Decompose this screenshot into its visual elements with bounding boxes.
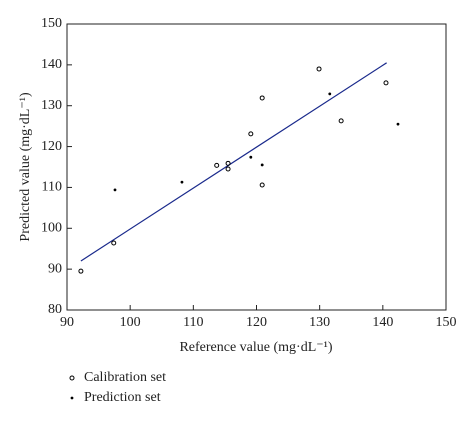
plot-frame xyxy=(66,23,447,311)
y-tick-label: 150 xyxy=(41,16,62,31)
x-tick-label: 90 xyxy=(60,315,74,330)
legend-marker xyxy=(69,375,75,381)
point xyxy=(338,118,344,124)
point xyxy=(328,92,332,96)
point xyxy=(316,66,322,72)
x-tick-label: 130 xyxy=(309,315,330,330)
point xyxy=(259,182,265,188)
y-axis-label: Predicted value (mg·dL⁻¹) xyxy=(18,92,33,242)
point xyxy=(396,122,400,126)
legend-label: Calibration set xyxy=(84,370,166,385)
point xyxy=(249,155,253,159)
y-tick-label: 90 xyxy=(48,261,62,276)
point xyxy=(248,131,254,137)
y-tick-label: 100 xyxy=(41,221,62,236)
fit-line xyxy=(80,62,387,262)
point xyxy=(113,188,117,192)
legend-label: Prediction set xyxy=(84,390,161,405)
legend-marker xyxy=(70,396,74,400)
point xyxy=(78,268,84,274)
point xyxy=(225,166,231,172)
y-tick-label: 120 xyxy=(41,139,62,154)
point xyxy=(180,180,184,184)
x-tick-label: 100 xyxy=(120,315,141,330)
point xyxy=(225,160,231,166)
x-tick-label: 150 xyxy=(436,315,457,330)
x-tick-label: 110 xyxy=(183,315,203,330)
point xyxy=(259,95,265,101)
y-tick-label: 140 xyxy=(41,57,62,72)
point xyxy=(214,162,220,168)
x-tick-label: 120 xyxy=(246,315,267,330)
point xyxy=(383,80,389,86)
y-tick-label: 110 xyxy=(42,180,62,195)
point xyxy=(260,163,264,167)
x-axis-label: Reference value (mg·dL⁻¹) xyxy=(179,340,332,355)
x-tick-label: 140 xyxy=(372,315,393,330)
y-tick-label: 80 xyxy=(48,302,62,317)
y-tick-label: 130 xyxy=(41,98,62,113)
point xyxy=(111,240,117,246)
